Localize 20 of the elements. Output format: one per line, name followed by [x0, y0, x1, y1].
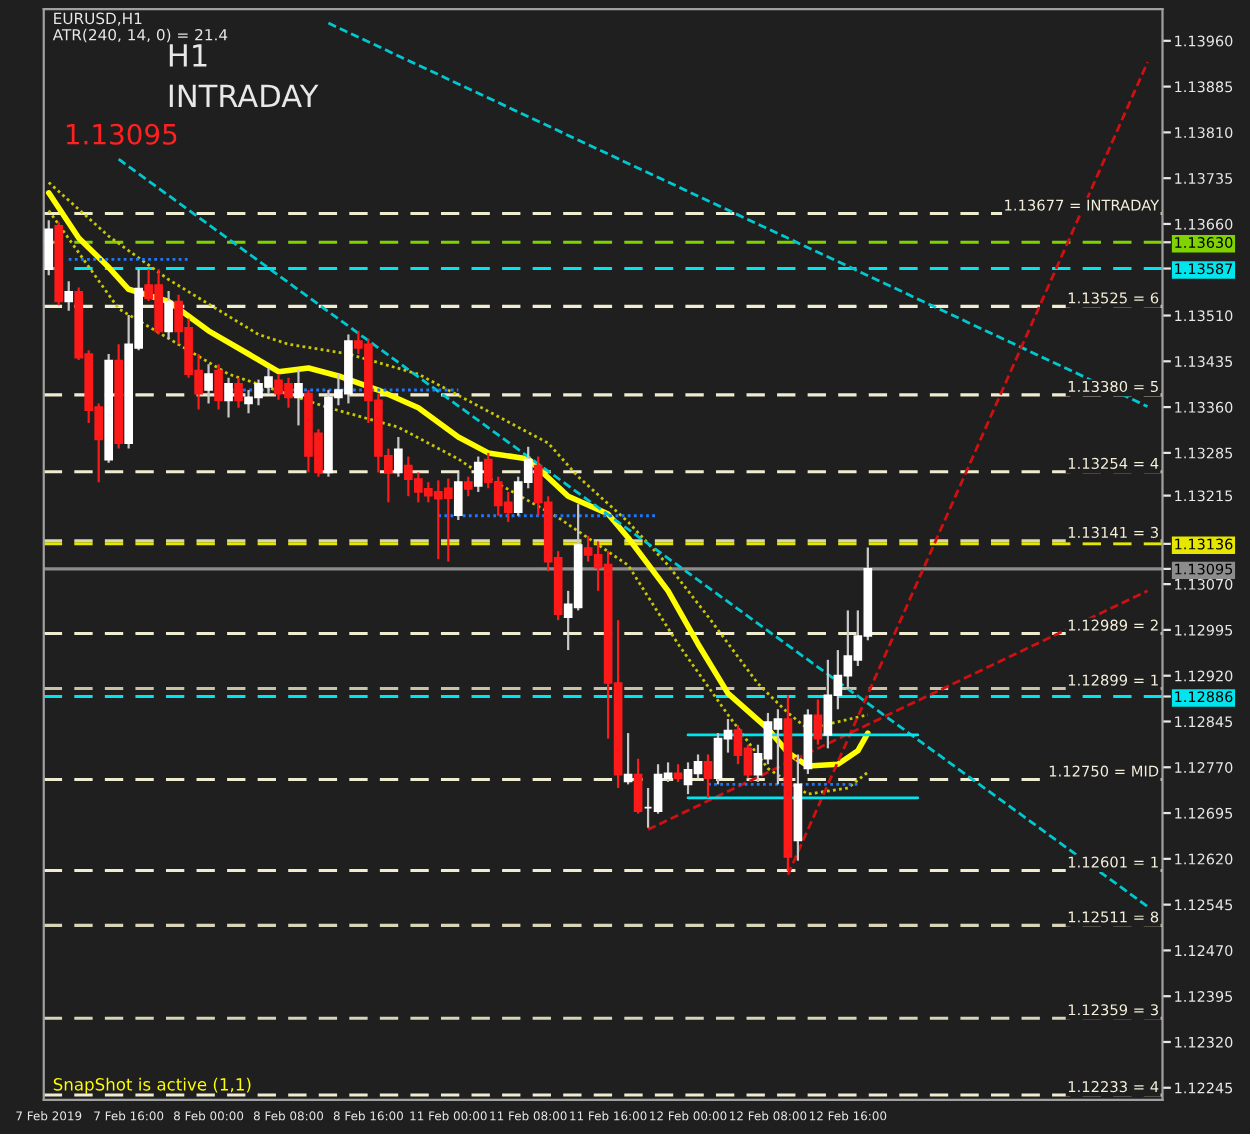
candlestick [463, 475, 473, 498]
candlestick [473, 455, 483, 494]
candlestick [633, 757, 643, 815]
candlestick [164, 290, 173, 340]
candlestick [394, 435, 403, 478]
candlestick [214, 363, 223, 411]
annotation: INTRADAY [169, 84, 319, 107]
candlestick [224, 376, 233, 419]
candlestick [204, 363, 213, 405]
annotation: SnapShot is active (1,1) [53, 1077, 251, 1094]
annotation: 1.13095 [66, 123, 177, 145]
candlestick [294, 368, 303, 427]
annotation: H1 [169, 44, 207, 67]
candlestick [623, 731, 633, 786]
candlestick [703, 753, 713, 799]
candlestick [813, 698, 823, 746]
candlestick [453, 471, 463, 522]
candlestick [44, 219, 54, 277]
candlestick [234, 376, 243, 409]
candlestick [64, 280, 74, 312]
